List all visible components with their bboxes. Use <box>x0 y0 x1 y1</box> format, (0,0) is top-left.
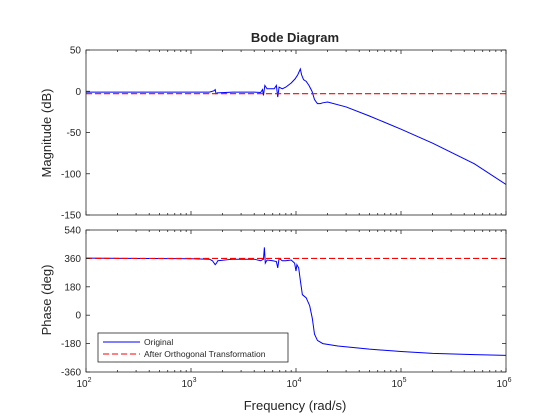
y-tick-label-0-3: 0 <box>75 87 81 98</box>
legend-label-0: Original <box>144 337 173 347</box>
series-line-0-0 <box>86 67 506 185</box>
x-tick-base-3: 10 <box>391 379 403 390</box>
x-tick-base-0: 10 <box>76 379 88 390</box>
magnitude-panel: -150 -100 -50 0 50 <box>61 46 507 222</box>
x-tick-base-1: 10 <box>181 379 193 390</box>
x-tick-label-4: 106 <box>496 377 511 390</box>
x-tick-exponent-0: 2 <box>88 377 92 384</box>
x-tick-exponent-3: 5 <box>403 377 407 384</box>
y-tick-label-0-0: -150 <box>61 211 81 222</box>
y-tick-label-1-3: 180 <box>64 282 81 293</box>
legend: Original After Orthogonal Transformation <box>97 332 289 363</box>
y-tick-label-1-5: 540 <box>64 226 81 237</box>
x-axis-label: Frequency (rad/s) <box>244 398 347 413</box>
x-tick-label-1: 103 <box>181 377 196 390</box>
x-tick-exponent-2: 4 <box>298 377 302 384</box>
x-tick-base-4: 10 <box>496 379 508 390</box>
y-tick-label-0-2: -50 <box>67 128 82 139</box>
plot-area-0 <box>86 50 506 215</box>
y-tick-label-1-4: 360 <box>64 254 81 265</box>
legend-label-1: After Orthogonal Transformation <box>144 349 266 359</box>
chart-title: Bode Diagram <box>251 30 339 45</box>
x-tick-label-0: 102 <box>76 377 91 390</box>
y-tick-label-0-4: 50 <box>70 46 82 57</box>
y-tick-label-1-2: 0 <box>75 311 81 322</box>
legend-box <box>97 332 289 363</box>
x-tick-exponent-4: 6 <box>508 377 512 384</box>
y-tick-label-1-0: -360 <box>61 368 81 379</box>
y-tick-label-1-1: -180 <box>61 339 81 350</box>
x-tick-base-2: 10 <box>286 379 298 390</box>
x-tick-exponent-1: 3 <box>193 377 197 384</box>
x-tick-label-3: 105 <box>391 377 406 390</box>
series-line-1-0 <box>86 247 506 356</box>
y-tick-label-0-1: -100 <box>61 169 81 180</box>
x-tick-label-2: 104 <box>286 377 301 390</box>
y-axis-label-magnitude: Magnitude (dB) <box>39 89 54 178</box>
y-axis-label-phase: Phase (deg) <box>39 265 54 336</box>
